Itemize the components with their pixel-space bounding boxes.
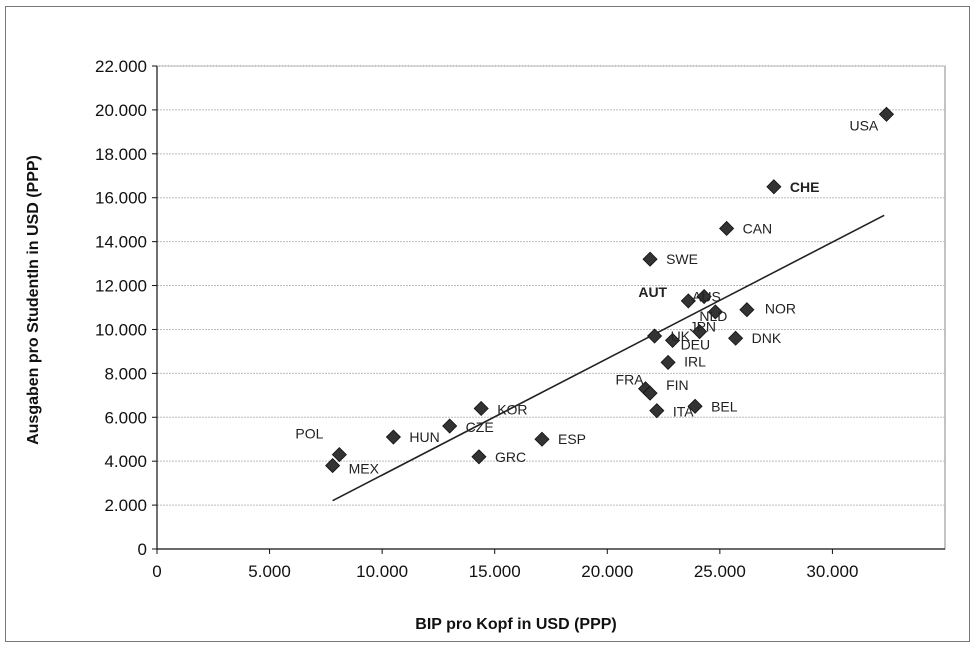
data-point-label: FIN [666, 377, 689, 393]
data-point-label: ITA [673, 404, 694, 420]
data-point-label: BEL [711, 398, 738, 414]
data-point-marker [325, 458, 341, 474]
gridlines [157, 65, 945, 506]
axes [152, 65, 945, 554]
data-point-label: SWE [666, 251, 698, 267]
trendline [332, 214, 885, 502]
data-point-marker [878, 106, 895, 122]
y-tick-label: 8.000 [104, 364, 147, 383]
data-point-marker [442, 418, 458, 434]
data-point-marker [642, 385, 658, 401]
data-point-label: JPN [690, 319, 716, 335]
data-point-label: POL [295, 426, 323, 442]
data-point-marker [385, 429, 401, 445]
x-tick-label: 0 [152, 562, 161, 581]
data-point-label: KOR [497, 401, 527, 417]
data-point-marker [680, 293, 696, 309]
x-tick-label: 15.000 [469, 562, 521, 581]
y-tick-label: 22.000 [95, 57, 147, 76]
x-tick-label: 10.000 [356, 562, 408, 581]
data-point-marker [471, 449, 487, 465]
data-point-label: GRC [495, 449, 526, 465]
data-point-label: MEX [349, 461, 380, 477]
data-point-label: CZE [466, 419, 494, 435]
y-tick-label: 6.000 [104, 408, 147, 427]
data-point-label: CAN [743, 220, 773, 236]
data-point-marker [331, 447, 347, 463]
data-point-marker [534, 431, 550, 447]
tick-labels: 0 2.000 4.000 6.000 8.000 10.000 12.000 14.000 1… [95, 57, 858, 581]
data-point-label: AUS [692, 289, 721, 305]
x-tick-label: 20.000 [581, 562, 633, 581]
data-points [325, 106, 895, 474]
data-point-label: ESP [558, 431, 586, 447]
x-tick-label: 25.000 [694, 562, 746, 581]
data-point-marker [692, 324, 708, 340]
data-point-label: UK [671, 328, 691, 344]
y-tick-label: 4.000 [104, 452, 147, 471]
y-tick-label: 12.000 [95, 277, 147, 296]
y-tick-label: 16.000 [95, 189, 147, 208]
data-point-label: CHE [790, 179, 820, 195]
y-tick-label: 14.000 [95, 233, 147, 252]
data-point-marker [687, 398, 703, 414]
data-point-label: AUT [638, 284, 667, 300]
y-tick-label: 10.000 [95, 320, 147, 339]
data-point-label: DEU [681, 336, 711, 352]
data-point-marker [660, 354, 676, 370]
x-tick-label: 5.000 [248, 562, 291, 581]
chart-frame [5, 6, 970, 642]
y-tick-label: 18.000 [95, 145, 147, 164]
data-point-label: FRA [616, 372, 645, 388]
data-point-marker [719, 220, 735, 237]
x-tick-label: 30.000 [806, 562, 858, 581]
data-point-marker [707, 304, 723, 320]
y-tick-label: 2.000 [104, 496, 147, 515]
data-point-marker [728, 330, 744, 346]
data-point-marker [649, 403, 665, 419]
data-point-label: NOR [765, 301, 796, 317]
data-point-marker [696, 288, 712, 305]
data-point-label: USA [849, 117, 878, 133]
data-point-marker [665, 332, 681, 348]
data-point-label: HUN [409, 429, 439, 445]
data-point-label: DNK [752, 330, 782, 346]
data-point-marker [739, 302, 755, 318]
data-point-label: NLD [699, 308, 727, 324]
data-point-marker [647, 328, 663, 344]
trendline-line [332, 214, 885, 502]
data-point-marker [642, 251, 658, 267]
data-point-label: IRL [684, 353, 706, 369]
data-point-marker [766, 179, 782, 195]
y-tick-label: 20.000 [95, 101, 147, 120]
data-point-marker [473, 400, 489, 417]
x-axis-title: BIP pro Kopf in USD (PPP) [415, 616, 617, 633]
plot-area [156, 65, 946, 550]
y-tick-label: 0 [138, 540, 147, 559]
